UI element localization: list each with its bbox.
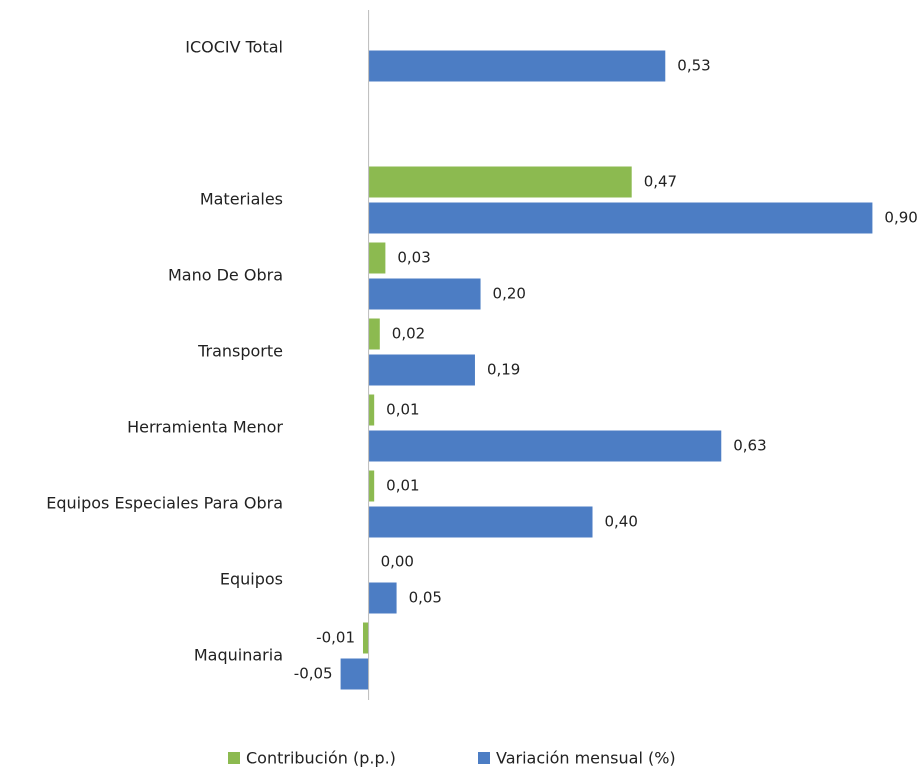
value-label: 0,47 <box>644 173 677 191</box>
bar <box>368 394 375 426</box>
value-label: 0,53 <box>677 57 710 75</box>
value-label: -0,01 <box>316 629 355 647</box>
legend-swatch <box>478 752 490 764</box>
value-label: 0,01 <box>386 401 419 419</box>
category-label: Mano De Obra <box>168 266 283 285</box>
bar <box>368 202 873 234</box>
legend-label: Variación mensual (%) <box>496 749 676 768</box>
legend-label: Contribución (p.p.) <box>246 749 396 768</box>
value-label: 0,19 <box>487 361 520 379</box>
bar <box>368 50 666 82</box>
bar <box>368 430 722 462</box>
category-label: Transporte <box>197 342 283 361</box>
category-label: Herramienta Menor <box>127 418 283 437</box>
category-label: Materiales <box>200 190 283 209</box>
value-label: 0,00 <box>381 553 414 571</box>
value-label: 0,63 <box>733 437 766 455</box>
legend-swatch <box>228 752 240 764</box>
bar <box>368 582 397 614</box>
bar <box>368 470 375 502</box>
category-label: Equipos <box>220 570 283 589</box>
bar <box>368 278 481 310</box>
value-label: 0,40 <box>605 513 638 531</box>
category-label: Maquinaria <box>194 646 283 665</box>
category-label: ICOCIV Total <box>185 38 283 57</box>
value-label: 0,90 <box>884 209 917 227</box>
bar <box>362 622 369 654</box>
value-label: 0,03 <box>397 249 430 267</box>
value-label: -0,05 <box>294 665 333 683</box>
bar <box>368 166 632 198</box>
value-label: 0,20 <box>493 285 526 303</box>
bar <box>368 318 380 350</box>
bar <box>368 242 386 274</box>
value-label: 0,05 <box>409 589 442 607</box>
value-label: 0,02 <box>392 325 425 343</box>
bar <box>368 506 593 538</box>
bar <box>368 354 475 386</box>
category-label: Equipos Especiales Para Obra <box>46 494 283 513</box>
value-label: 0,01 <box>386 477 419 495</box>
bar <box>340 658 369 690</box>
